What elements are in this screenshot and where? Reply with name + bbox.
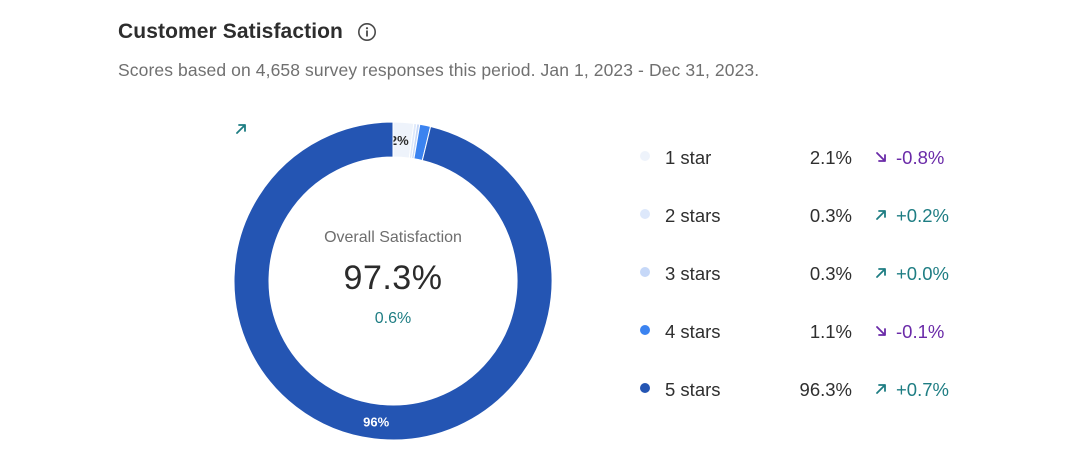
arrow-down-right-icon bbox=[876, 152, 886, 162]
card-title: Customer Satisfaction bbox=[118, 20, 343, 43]
legend-row-4[interactable]: 4 stars 1.1% -0.1% bbox=[640, 311, 970, 369]
legend-change-2: +0.2% bbox=[896, 205, 949, 226]
legend-percent-3: 0.3% bbox=[809, 263, 852, 284]
legend-dot-1 bbox=[640, 151, 650, 161]
legend-row-1[interactable]: 1 star 2.1% -0.8% bbox=[640, 137, 970, 195]
legend-dot-3 bbox=[640, 267, 650, 277]
legend-dot-4 bbox=[640, 325, 650, 335]
legend-percent-5: 96.3% bbox=[799, 379, 852, 400]
legend-row-5[interactable]: 5 stars 96.3% +0.7% bbox=[640, 369, 970, 427]
legend-label-2: 2 stars bbox=[665, 205, 721, 226]
donut-chart: 2% 96% Overall Satisfaction 97.3% 0.6% bbox=[234, 122, 552, 440]
legend-label-5: 5 stars bbox=[665, 379, 721, 400]
overall-change: 0.6% bbox=[236, 124, 412, 328]
legend-percent-1: 2.1% bbox=[809, 147, 852, 168]
legend-dot-2 bbox=[640, 209, 650, 219]
legend-row-3[interactable]: 3 stars 0.3% +0.0% bbox=[640, 253, 970, 311]
overall-change-value: 0.6% bbox=[374, 310, 412, 327]
donut-center: Overall Satisfaction 97.3% 0.6% bbox=[234, 122, 552, 440]
arrow-up-right-icon bbox=[236, 124, 246, 134]
arrow-down-right-icon bbox=[876, 326, 886, 336]
legend-change-5: +0.7% bbox=[896, 379, 949, 400]
arrow-up-right-icon bbox=[876, 384, 886, 394]
donut-svg: 2% 96% bbox=[234, 122, 552, 440]
donut-slice-label-1: 2% bbox=[390, 133, 409, 148]
title-row: Customer Satisfaction bbox=[118, 18, 759, 46]
overall-label: Overall Satisfaction bbox=[324, 229, 462, 246]
legend-row-2[interactable]: 2 stars 0.3% +0.2% bbox=[640, 195, 970, 253]
legend-dot-5 bbox=[640, 383, 650, 393]
card-subtitle: Scores based on 4,658 survey responses t… bbox=[118, 60, 760, 80]
legend-percent-2: 0.3% bbox=[809, 205, 852, 226]
overall-value: 97.3% bbox=[343, 259, 443, 297]
legend-change-3: +0.0% bbox=[896, 263, 949, 284]
donut-slice-5[interactable] bbox=[234, 122, 552, 440]
legend-label-3: 3 stars bbox=[665, 263, 721, 284]
legend-change-1: -0.8% bbox=[896, 147, 945, 168]
arrow-up-right-icon bbox=[876, 268, 886, 278]
card-header: Customer Satisfaction Scores based on 4,… bbox=[118, 18, 759, 81]
legend-label-4: 4 stars bbox=[665, 321, 721, 342]
legend-label-1: 1 star bbox=[665, 147, 712, 168]
donut-slice-label-5: 96% bbox=[363, 414, 389, 429]
legend-percent-4: 1.1% bbox=[809, 321, 852, 342]
info-circle-icon[interactable] bbox=[357, 22, 377, 42]
legend-change-4: -0.1% bbox=[896, 321, 945, 342]
chart-legend: 1 star 2.1% -0.8% 2 stars 0.3% +0.2% 3 stars 0.… bbox=[640, 137, 970, 427]
arrow-up-right-icon bbox=[876, 210, 886, 220]
